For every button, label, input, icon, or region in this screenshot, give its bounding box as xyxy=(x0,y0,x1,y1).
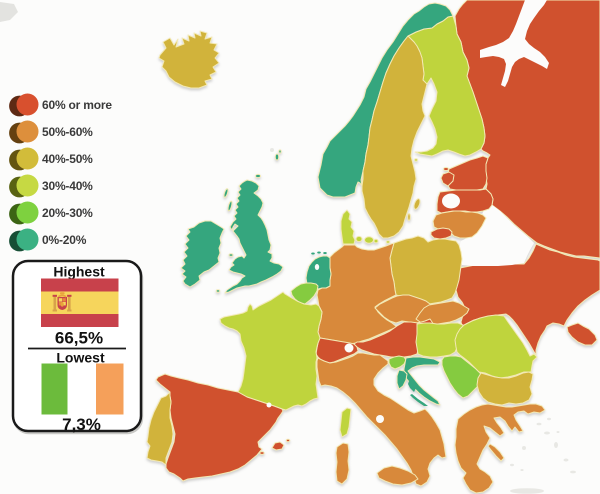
svg-text:50%-60%: 50%-60% xyxy=(42,125,93,139)
svg-text:7,3%: 7,3% xyxy=(62,415,101,434)
svg-text:40%-50%: 40%-50% xyxy=(42,152,93,166)
svg-text:20%-30%: 20%-30% xyxy=(42,206,93,220)
svg-text:Highest: Highest xyxy=(53,264,105,280)
svg-text:Lowest: Lowest xyxy=(56,350,105,366)
svg-text:30%-40%: 30%-40% xyxy=(42,179,93,193)
svg-text:60% or more: 60% or more xyxy=(42,98,112,112)
svg-text:66,5%: 66,5% xyxy=(55,329,103,348)
svg-text:0%-20%: 0%-20% xyxy=(42,233,87,247)
